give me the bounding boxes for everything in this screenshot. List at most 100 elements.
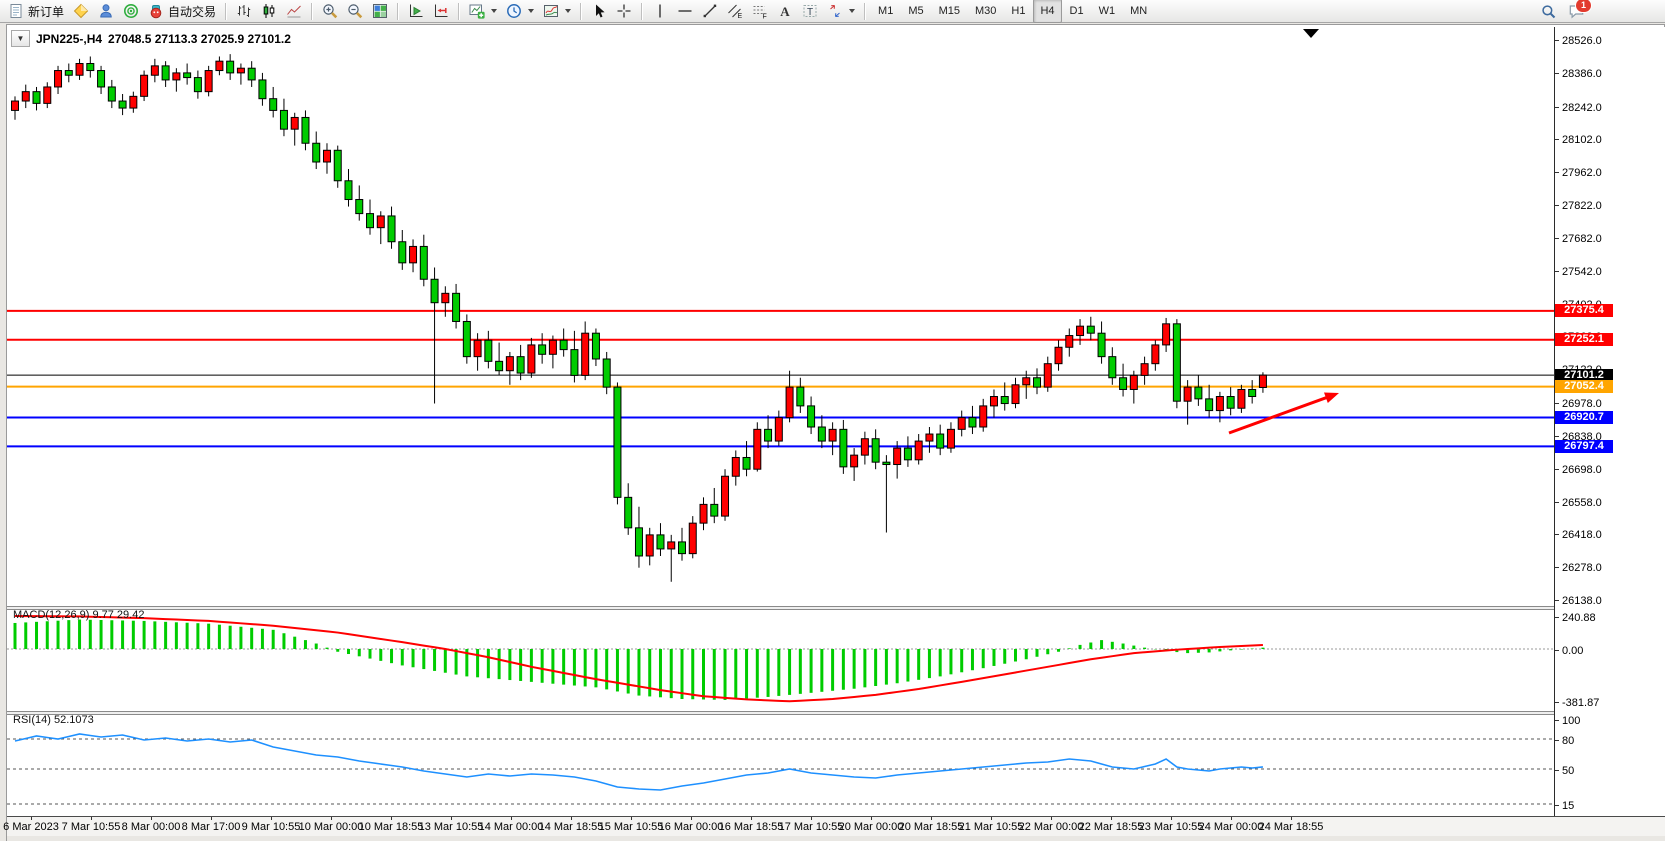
candle-bullish (215, 60, 224, 72)
window-edge (7, 836, 1665, 841)
svg-text:F: F (763, 14, 767, 20)
candle-bearish (344, 180, 353, 201)
candle-bullish (645, 534, 654, 557)
navigator-button[interactable] (94, 0, 118, 23)
candle-bullish (150, 65, 159, 76)
timeframe-h1-button[interactable]: H1 (1011, 5, 1026, 17)
candle-bearish (1194, 386, 1203, 400)
toolbar-separator (580, 2, 583, 20)
auto-scroll-button[interactable] (429, 0, 453, 23)
timeframe-w1-button[interactable]: W1 (1098, 5, 1116, 17)
time-axis-label: 6 Mar 2023 (3, 821, 59, 833)
chart-shift-button[interactable] (404, 0, 428, 23)
candle-bearish (258, 79, 267, 100)
vertical-line-icon (652, 3, 668, 19)
fibonacci-button[interactable]: F (748, 0, 772, 23)
candle-bearish (64, 70, 73, 76)
time-axis-label: 9 Mar 10:55 (241, 821, 301, 833)
time-axis-label: 23 Mar 10:55 (1138, 821, 1204, 833)
vertical-line-button[interactable] (648, 0, 672, 23)
time-axis-tick (631, 817, 632, 820)
line-chart-icon (286, 3, 302, 19)
auto-trading-button[interactable]: 自动交易 (144, 0, 220, 23)
notifications-button[interactable]: 1 (1568, 0, 1592, 19)
arrows-button[interactable] (823, 0, 859, 23)
candle-bearish (613, 386, 622, 498)
text-button[interactable]: A (773, 0, 797, 23)
crosshair-button[interactable] (612, 0, 636, 23)
cursor-button[interactable] (587, 0, 611, 23)
price-axis-tick: 27822.0 (1555, 200, 1602, 212)
time-axis-tick (271, 817, 272, 820)
timeframe-h4-button[interactable]: H4 (1033, 0, 1062, 23)
candle-bullish (914, 440, 923, 461)
candle-bullish (204, 70, 213, 93)
market-watch-button[interactable] (69, 0, 93, 23)
trend-arrow-annotation[interactable] (1228, 395, 1331, 435)
time-axis-label: 24 Mar 18:55 (1258, 821, 1324, 833)
timeframe-m5-button[interactable]: M5 (908, 5, 924, 17)
periods-button[interactable] (502, 0, 538, 23)
time-axis-label: 20 Mar 18:55 (898, 821, 964, 833)
chart-shift-marker-icon[interactable] (1303, 29, 1319, 38)
candle-bearish (710, 503, 719, 517)
time-axis-label: 15 Mar 10:55 (598, 821, 664, 833)
candle-bullish (527, 344, 536, 374)
candle-bearish (279, 109, 288, 130)
line-chart-button[interactable] (282, 0, 306, 23)
candle-bearish (764, 428, 773, 442)
timeframe-m30-button[interactable]: M30 (975, 5, 997, 17)
tile-windows-button[interactable] (368, 0, 392, 23)
candle-bearish (570, 349, 579, 376)
templates-button[interactable] (539, 0, 575, 23)
text-label-icon: T (802, 3, 818, 19)
candle-bullish (290, 116, 299, 130)
candle-bearish (226, 60, 235, 74)
candle-bearish (183, 72, 192, 79)
candle-bullish (1140, 363, 1149, 376)
time-axis-label: 16 Mar 18:55 (718, 821, 784, 833)
macd-pane[interactable]: MACD(12,26,9) 9.77 29.42 (7, 608, 1554, 711)
time-axis-label: 14 Mar 18:55 (538, 821, 604, 833)
rsi-pane[interactable]: RSI(14) 52.1073 (7, 713, 1554, 816)
price-axis-tick: 28386.0 (1555, 68, 1602, 79)
price-axis-tick: 27682.0 (1555, 233, 1602, 244)
time-axis-tick (511, 817, 512, 820)
timeframe-mn-button[interactable]: MN (1130, 5, 1148, 17)
price-chart-pane[interactable]: ▼ JPN225-,H4 27048.5 27113.3 27025.9 271… (7, 27, 1554, 606)
candle-bullish (925, 433, 934, 442)
bar-chart-button[interactable] (232, 0, 256, 23)
candle-bearish (1172, 323, 1181, 402)
auto-trading-button-label: 自动交易 (168, 4, 217, 19)
bar-chart-icon (236, 3, 252, 19)
candle-bullish (409, 245, 418, 264)
toolbar-separator (225, 2, 228, 20)
price-axis[interactable]: 28526.0 28386.0 28242.0 28102.0 27962.0 27822… (1554, 27, 1665, 816)
terminal-button[interactable] (119, 0, 143, 23)
timeframe-m15-button[interactable]: M15 (938, 5, 960, 17)
price-axis-tick: 26558.0 (1555, 497, 1602, 508)
horizontal-line-icon (677, 3, 693, 19)
candle-chart-button[interactable] (257, 0, 281, 23)
candle-bearish (193, 77, 202, 93)
candle-bullish (957, 417, 966, 430)
timeframe-d1-button[interactable]: D1 (1069, 5, 1084, 17)
horizontal-line-button[interactable] (673, 0, 697, 23)
candle-bearish (634, 527, 643, 557)
pane-splitter[interactable] (7, 711, 1554, 715)
trend-line-button[interactable] (698, 0, 722, 23)
zoom-out-button[interactable] (343, 0, 367, 23)
candle-bullish (721, 475, 730, 517)
new-chart-button[interactable] (465, 0, 501, 23)
symbol-dropdown[interactable]: ▼ (11, 30, 30, 47)
search-icon[interactable] (1541, 4, 1556, 19)
time-axis[interactable]: 6 Mar 2023 7 Mar 10:55 8 Mar 00:00 8 Mar 17… (3, 816, 1665, 837)
equidistant-channel-button[interactable]: E (723, 0, 747, 23)
pane-splitter[interactable] (7, 606, 1554, 610)
timeframe-m1-button[interactable]: M1 (878, 5, 894, 17)
text-label-button[interactable]: T (798, 0, 822, 23)
zoom-in-button[interactable] (318, 0, 342, 23)
candle-bearish (1205, 398, 1214, 412)
new-order-icon (8, 3, 24, 19)
new-order-button[interactable]: 新订单 (4, 0, 68, 23)
